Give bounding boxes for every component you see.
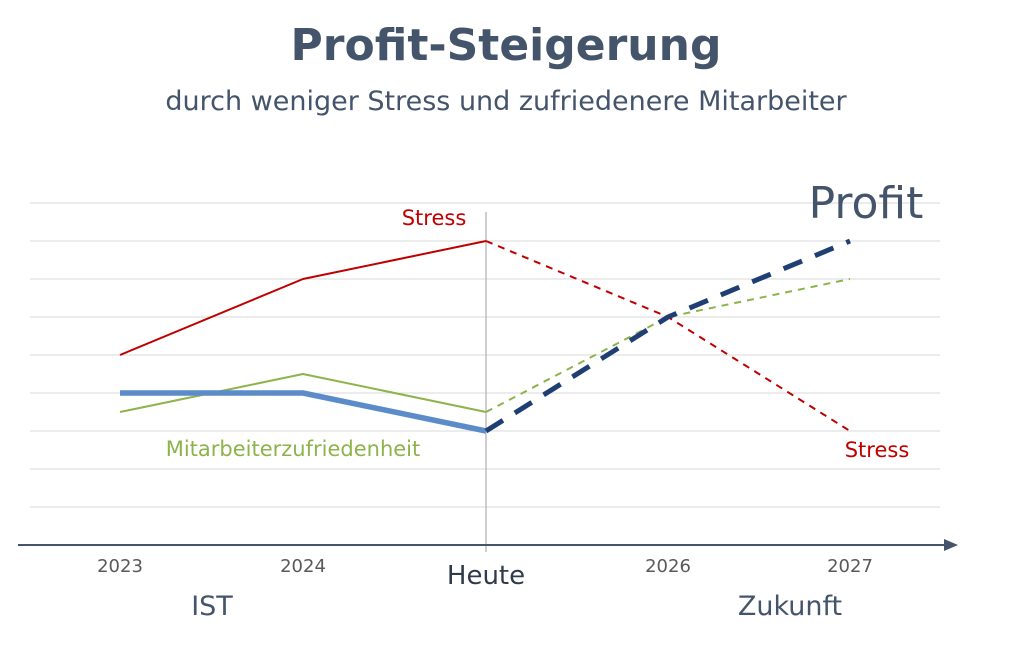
x-tick-label: 2026 <box>645 556 691 577</box>
period-label-zukunft: Zukunft <box>738 591 842 622</box>
gridlines <box>30 202 940 508</box>
series-layer <box>119 238 851 434</box>
x-axis-arrow-icon <box>944 539 958 551</box>
x-tick-label: 2027 <box>827 556 873 577</box>
series-mitarbeiterzufriedenheit-ist-line <box>119 373 487 413</box>
x-tick-label: 2023 <box>97 556 143 577</box>
x-tick-labels: 2023 2024 Heute 2026 2027 <box>97 556 873 591</box>
series-profit-ist-line <box>120 390 487 434</box>
x-tick-label: Heute <box>447 561 525 591</box>
stress-label-bottom: Stress <box>845 438 910 462</box>
mitarbeiter-label: Mitarbeiterzufriedenheit <box>166 437 421 461</box>
series-stress-zukunft-line <box>485 240 851 432</box>
stress-label-top: Stress <box>402 206 467 230</box>
period-label-ist: IST <box>191 591 233 622</box>
series-profit-zukunft-line <box>484 238 851 434</box>
series-stress-ist-line <box>119 240 487 356</box>
profit-label: Profit <box>809 178 924 229</box>
chart-title: Profit-Steigerung <box>291 20 722 71</box>
chart-subtitle: durch weniger Stress und zufriedenere Mi… <box>165 86 847 117</box>
axes <box>18 212 958 552</box>
series-mitarbeiterzufriedenheit-zukunft-line <box>485 278 851 413</box>
x-tick-label: 2024 <box>280 556 326 577</box>
